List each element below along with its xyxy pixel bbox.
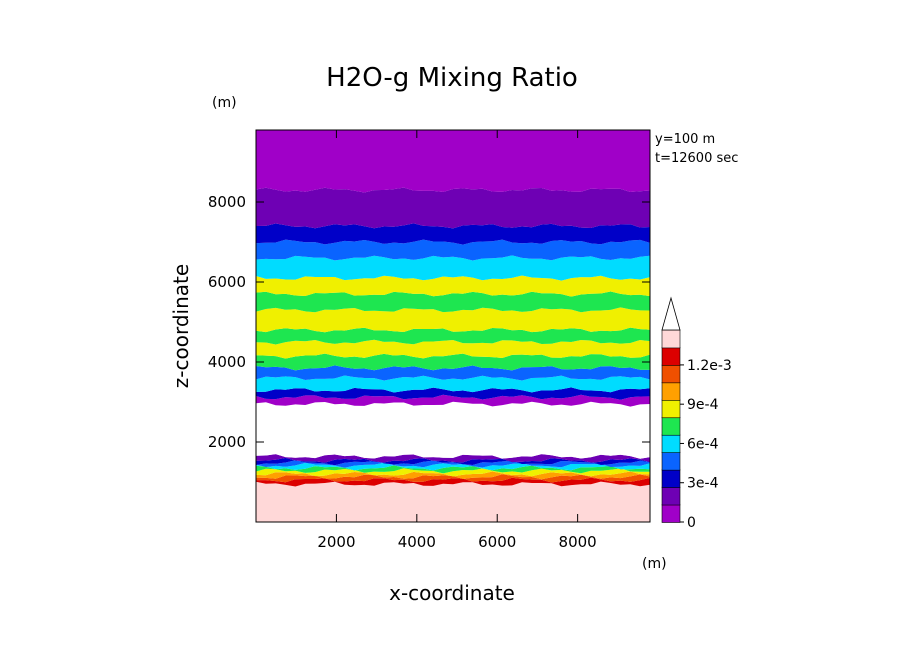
contour-band: [256, 474, 650, 483]
colorbar-swatch: [661, 347, 681, 366]
y-tick-label: 4000: [208, 353, 246, 371]
colorbar-swatch: [661, 364, 681, 384]
contour-band: [256, 454, 650, 463]
contour-band: [256, 239, 650, 261]
contour-band: [256, 401, 650, 459]
x-tick-label: 2000: [317, 533, 355, 551]
colorbar-extend-arrow: [661, 296, 681, 331]
colorbar-swatch: [661, 416, 681, 436]
contour-band: [256, 275, 650, 297]
colorbar-tick-label: 0: [687, 515, 696, 531]
colorbar: 0 3e-4 6e-4 9e-4 1.2e-3: [661, 296, 732, 531]
annotation-time: t=12600 sec: [655, 151, 738, 166]
colorbar-swatch: [661, 504, 681, 523]
x-axis-ticks: 2000 4000 6000 8000: [317, 130, 597, 551]
colorbar-tick-label: 3e-4: [687, 476, 719, 492]
contour-band: [256, 339, 650, 359]
x-tick-label: 4000: [398, 533, 436, 551]
contour-band: [256, 130, 650, 193]
annotation-y-position: y=100 m: [655, 132, 715, 147]
contour-band: [256, 457, 650, 466]
contour-band: [256, 394, 650, 407]
x-axis-label: x-coordinate: [389, 581, 515, 605]
contour-band: [256, 375, 650, 393]
colorbar-tick-label: 9e-4: [687, 397, 719, 413]
y-axis-label: z-coordinate: [169, 264, 193, 388]
colorbar-swatch: [661, 486, 681, 506]
contour-band: [256, 465, 650, 474]
y-axis-ticks: 2000 4000 6000 8000: [208, 193, 650, 451]
colorbar-swatch: [661, 329, 681, 349]
contour-band: [256, 353, 650, 371]
colorbar-tick-label: 6e-4: [687, 436, 719, 452]
contour-band: [256, 307, 650, 333]
contour-band: [256, 477, 650, 487]
y-tick-label: 6000: [208, 273, 246, 291]
y-tick-label: 8000: [208, 193, 246, 211]
contour-band: [256, 327, 650, 345]
colorbar-tick-label: 1.2e-3: [687, 358, 732, 374]
y-tick-label: 2000: [208, 433, 246, 451]
contour-band: [256, 291, 650, 313]
contour-band: [256, 460, 650, 468]
plot-frame: [255, 129, 651, 523]
contour-band: [256, 187, 650, 229]
colorbar-swatch: [661, 451, 681, 471]
chart-title: H2O-g Mixing Ratio: [326, 63, 578, 93]
colorbar-swatch: [661, 382, 681, 401]
colorbar-swatch: [661, 399, 681, 419]
contour-band: [256, 462, 650, 471]
colorbar-swatch: [661, 469, 681, 488]
x-tick-label: 8000: [559, 533, 597, 551]
colorbar-swatch: [661, 434, 681, 453]
contour-band: [256, 471, 650, 480]
contour-band: [256, 365, 650, 381]
contour-band: [256, 223, 650, 245]
contour-band: [256, 481, 650, 522]
y-unit-label: (m): [212, 95, 237, 111]
contour-band: [256, 255, 650, 281]
plot-area: [255, 129, 651, 523]
x-unit-label: (m): [642, 556, 667, 572]
x-tick-label: 6000: [478, 533, 516, 551]
